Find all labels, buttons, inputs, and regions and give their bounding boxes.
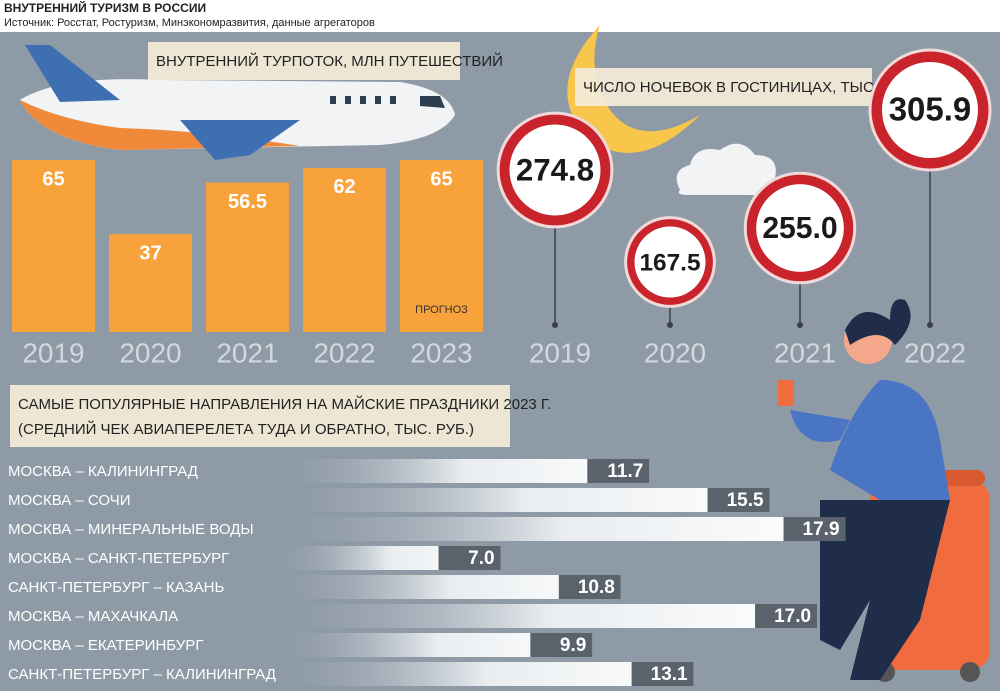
moon <box>567 25 700 153</box>
value-label: 56.5 <box>228 191 267 213</box>
x-tick-label: 2019 <box>22 337 84 368</box>
value-box <box>587 459 650 483</box>
value-label: 65 <box>430 168 452 190</box>
title-box <box>575 68 872 106</box>
stem-dot <box>552 322 558 328</box>
category-label: МОСКВА – МИНЕРАЛЬНЫЕ ВОДЫ <box>8 521 254 538</box>
bar <box>109 234 192 332</box>
value-label: 11.7 <box>607 461 643 482</box>
bar <box>279 604 818 628</box>
stem-dot <box>927 322 933 328</box>
bar <box>12 160 95 332</box>
value-label: 65 <box>42 168 64 190</box>
x-tick-label: 2022 <box>313 337 375 368</box>
bubble-inner <box>756 184 844 272</box>
stem-dot <box>797 322 803 328</box>
bar <box>279 488 770 512</box>
chart-subtitle: (СРЕДНИЙ ЧЕК АВИАПЕРЕЛЕТА ТУДА И ОБРАТНО… <box>18 420 474 438</box>
value-box <box>438 546 501 570</box>
value-label: 305.9 <box>889 91 972 128</box>
value-box <box>755 604 818 628</box>
value-box <box>783 517 846 541</box>
value-label: 274.8 <box>516 152 594 187</box>
x-tick-label: 2021 <box>216 337 278 368</box>
value-label: 10.8 <box>578 577 615 598</box>
x-tick-label: 2021 <box>774 337 836 368</box>
x-tick-label: 2020 <box>119 337 181 368</box>
bubble-inner <box>634 226 706 298</box>
value-label: 7.0 <box>468 548 494 569</box>
bar <box>206 182 289 332</box>
category-label: МОСКВА – КАЛИНИНГРАД <box>8 463 198 480</box>
bubble-inner <box>509 124 601 216</box>
title-box <box>148 42 460 80</box>
category-label: САНКТ-ПЕТЕРБУРГ – КАЗАНЬ <box>8 579 224 596</box>
value-label: 17.0 <box>774 606 811 627</box>
value-label: 17.9 <box>803 519 840 540</box>
bubble-inner <box>882 62 978 158</box>
source: Источник: Росстат, Ростуризм, Минэкономр… <box>4 17 375 29</box>
annotation: ПРОГНОЗ <box>415 304 468 316</box>
value-box <box>707 488 770 512</box>
value-label: 9.9 <box>560 635 586 656</box>
bar <box>400 160 483 332</box>
value-box <box>558 575 621 599</box>
value-label: 167.5 <box>639 249 700 276</box>
bar <box>279 662 694 686</box>
bar <box>303 167 386 332</box>
value-box <box>530 633 593 657</box>
value-label: 255.0 <box>762 212 837 245</box>
header-bg <box>0 0 1000 32</box>
x-tick-label: 2023 <box>410 337 472 368</box>
x-tick-label: 2019 <box>529 337 591 368</box>
category-label: МОСКВА – ЕКАТЕРИНБУРГ <box>8 637 203 654</box>
value-label: 62 <box>333 176 355 198</box>
category-label: МОСКВА – САНКТ-ПЕТЕРБУРГ <box>8 550 229 567</box>
cloud <box>676 143 779 195</box>
value-box <box>631 662 694 686</box>
value-label: 13.1 <box>651 664 688 685</box>
airplane <box>20 45 455 160</box>
bar <box>279 517 846 541</box>
chart-title: ЧИСЛО НОЧЕВОК В ГОСТИНИЦАХ, ТЫС. ЕД. <box>583 79 906 96</box>
category-label: МОСКВА – МАХАЧКАЛА <box>8 608 178 625</box>
category-label: МОСКВА – СОЧИ <box>8 492 131 509</box>
category-label: САНКТ-ПЕТЕРБУРГ – КАЛИНИНГРАД <box>8 666 276 683</box>
x-tick-label: 2020 <box>644 337 706 368</box>
value-label: 15.5 <box>727 490 764 511</box>
chart-title: ВНУТРЕННИЙ ТУРПОТОК, МЛН ПУТЕШЕСТВИЙ <box>156 52 503 70</box>
traveler <box>778 299 990 682</box>
title-box <box>10 385 510 447</box>
page-title: ВНУТРЕННИЙ ТУРИЗМ В РОССИИ <box>4 0 206 15</box>
stem-dot <box>667 322 673 328</box>
x-tick-label: 2022 <box>904 337 966 368</box>
value-label: 37 <box>139 242 161 264</box>
chart-title: САМЫЕ ПОПУЛЯРНЫЕ НАПРАВЛЕНИЯ НА МАЙСКИЕ … <box>18 395 551 413</box>
